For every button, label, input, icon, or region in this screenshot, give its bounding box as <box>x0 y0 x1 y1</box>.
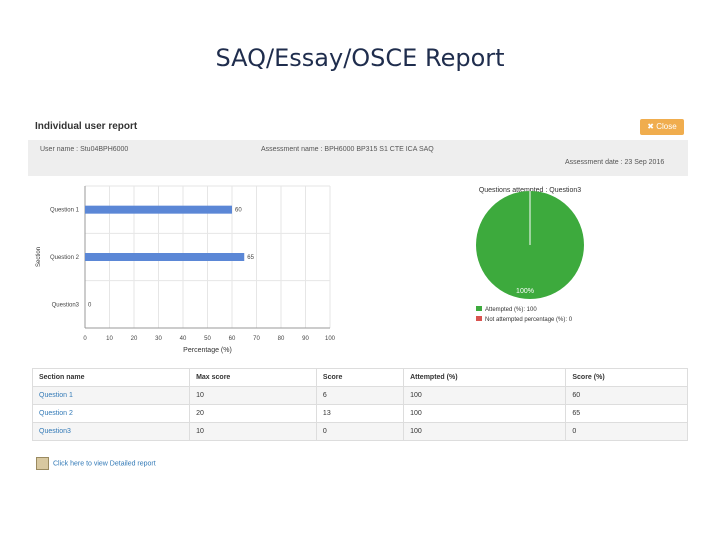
legend-swatch <box>476 306 482 311</box>
section-link[interactable]: Question 2 <box>31 404 191 423</box>
attempted-cell: 100 <box>403 386 567 405</box>
table-row: Question3 10 0 100 0 <box>31 422 688 441</box>
x-tick-label: 0 <box>83 336 87 342</box>
bar-value-label: 60 <box>235 208 242 214</box>
section-score-table: Section name Max score Score Attempted (… <box>31 368 688 441</box>
attempt-pie-chart: Questions attempted : Question3 100% Attem… <box>476 187 584 323</box>
category-label: Question3 <box>52 302 80 308</box>
header-score: Score <box>315 368 405 387</box>
category-label: Question 2 <box>50 255 80 261</box>
score-percent-cell: 65 <box>565 404 688 423</box>
bar-value-label: 65 <box>247 255 254 261</box>
bar <box>85 253 245 261</box>
bar <box>85 205 232 214</box>
section-bar-chart: 0 10 20 30 40 50 60 70 80 90 100 Question 1 60 Questi… <box>36 185 336 354</box>
report-info-bar: User name : Stu04BPH6000 Assessment name… <box>28 140 688 176</box>
pie-title: Questions attempted : Question3 <box>479 187 581 194</box>
score-cell: 6 <box>315 386 405 405</box>
legend-label: Attempted (%): 100 <box>485 307 537 313</box>
score-percent-cell: 0 <box>565 422 688 441</box>
x-tick-label: 100 <box>325 336 336 342</box>
max-score-cell: 10 <box>189 422 317 441</box>
x-tick-label: 90 <box>302 336 309 342</box>
max-score-cell: 10 <box>189 386 317 405</box>
report-title: Individual user report <box>35 121 138 132</box>
bar-value-label: 0 <box>88 302 92 308</box>
legend-swatch <box>476 316 482 321</box>
detailed-report-link[interactable]: Click here to view Detailed report <box>36 457 156 470</box>
close-button[interactable]: ✖ Close <box>640 119 684 135</box>
y-axis-title: Section <box>36 247 42 267</box>
x-tick-label: 20 <box>131 336 138 342</box>
section-link[interactable]: Question 1 <box>31 386 191 405</box>
user-name: User name : Stu04BPH6000 <box>40 146 129 153</box>
table-header-row: Section name Max score Score Attempted (… <box>31 368 688 387</box>
header-score-percent: Score (%) <box>565 368 688 387</box>
x-axis-title: Percentage (%) <box>183 347 232 354</box>
detailed-report-label: Click here to view Detailed report <box>53 460 156 468</box>
x-tick-label: 30 <box>155 336 162 342</box>
attempted-cell: 100 <box>403 404 567 423</box>
section-link[interactable]: Question3 <box>31 422 191 441</box>
pie-data-label: 100% <box>516 288 534 295</box>
x-tick-label: 40 <box>180 336 187 342</box>
legend-label: Not attempted percentage (%): 0 <box>485 317 573 323</box>
assessment-date: Assessment date : 23 Sep 2016 <box>565 159 665 166</box>
slide-title: SAQ/Essay/OSCE Report <box>215 44 505 72</box>
x-tick-label: 50 <box>204 336 211 342</box>
x-tick-label: 60 <box>229 336 236 342</box>
x-tick-label: 80 <box>278 336 285 342</box>
x-tick-label: 10 <box>106 336 113 342</box>
score-percent-cell: 60 <box>565 386 688 405</box>
header-section-name: Section name <box>31 368 191 387</box>
report-icon <box>36 457 49 470</box>
attempted-cell: 100 <box>403 422 567 441</box>
table-row: Question 1 10 6 100 60 <box>31 386 688 405</box>
assessment-name: Assessment name : BPH6000 BP315 S1 CTE I… <box>261 146 434 153</box>
score-cell: 13 <box>315 404 405 423</box>
category-label: Question 1 <box>50 208 80 214</box>
header-max-score: Max score <box>189 368 317 387</box>
score-cell: 0 <box>315 422 405 441</box>
x-tick-label: 70 <box>253 336 260 342</box>
max-score-cell: 20 <box>189 404 317 423</box>
table-row: Question 2 20 13 100 65 <box>31 404 688 423</box>
header-attempted: Attempted (%) <box>403 368 567 387</box>
